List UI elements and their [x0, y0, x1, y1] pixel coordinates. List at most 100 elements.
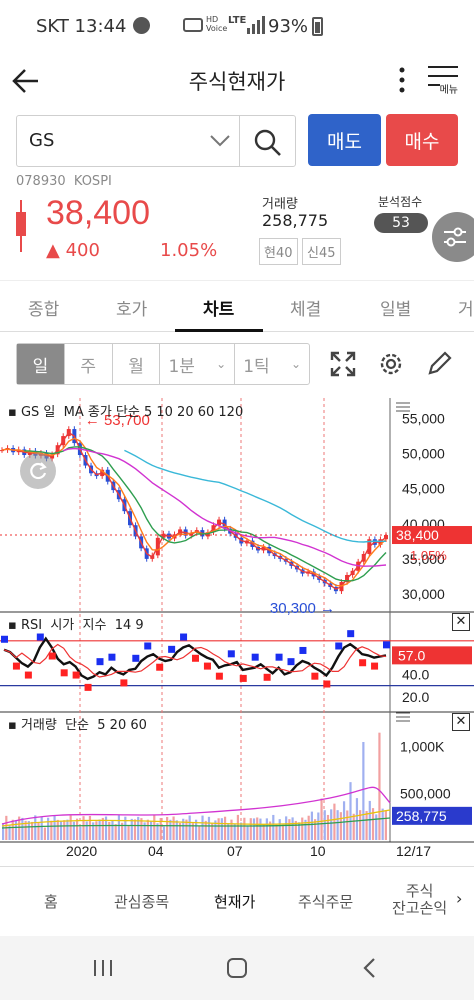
volume-bar — [304, 819, 307, 840]
more-vertical-icon[interactable] — [398, 66, 406, 94]
home-icon[interactable] — [226, 957, 248, 979]
chevron-down-icon: ⌄ — [290, 357, 301, 371]
volume-bar — [352, 813, 355, 840]
volume-ytick-label: 500,000 — [400, 785, 451, 801]
price-ytick-label: 50,000 — [402, 446, 445, 462]
nav-watchlist[interactable]: 관심종목 — [114, 893, 170, 911]
volume-bar — [50, 820, 53, 840]
tab-summary[interactable]: 종합 — [28, 300, 60, 320]
volume-bar — [268, 821, 272, 840]
menu-button[interactable]: 메뉴 — [428, 64, 458, 98]
volume-bar — [256, 817, 259, 840]
minute-select-value: 1분 — [168, 356, 195, 377]
x-tick-label: 10 — [310, 843, 326, 858]
tab-more[interactable]: 거 — [458, 300, 474, 320]
chevron-right-icon[interactable]: › — [456, 889, 463, 908]
price-chart-title-text: GS 일 MA 종가 단순 5 10 20 60 120 — [20, 405, 244, 420]
chevron-down-icon: ⌄ — [216, 357, 227, 371]
volume-bar — [156, 823, 159, 840]
nav-current-price[interactable]: 현재가 — [214, 893, 256, 911]
settings-gear-icon[interactable] — [377, 350, 405, 378]
tab-trades[interactable]: 체결 — [290, 300, 322, 320]
nav-order[interactable]: 주식주문 — [298, 893, 354, 911]
volume-bar — [317, 812, 320, 840]
volume-bar — [143, 822, 146, 840]
volume-bar — [230, 819, 233, 840]
pencil-icon[interactable] — [426, 351, 452, 377]
volume-bar — [323, 810, 326, 840]
volume-bar — [40, 816, 43, 840]
volume-bar — [330, 809, 333, 840]
chevron-down-icon[interactable] — [209, 134, 231, 148]
volume-bar — [201, 815, 204, 840]
price-chart-title: ▪ GS 일 MA 종가 단순 5 10 20 60 120 — [8, 405, 244, 420]
fullscreen-icon[interactable] — [330, 351, 356, 377]
tab-orderbook[interactable]: 호가 — [116, 300, 148, 320]
period-month[interactable]: 월 — [113, 344, 161, 384]
x-tick-label: 12/17 — [396, 843, 431, 858]
divider — [239, 116, 240, 166]
rsi-chart-title: ▪ RSI 시가 지수 14 9 — [8, 618, 144, 633]
volume-bar — [207, 816, 211, 840]
volume-bar — [275, 824, 278, 840]
price-ytick-label: 30,000 — [402, 586, 445, 602]
recent-apps-icon[interactable] — [92, 958, 114, 978]
current-price-box — [392, 526, 472, 545]
tab-daily[interactable]: 일별 — [380, 300, 412, 320]
volume-chart-title-text: 거래량 단순 5 20 60 — [20, 718, 147, 733]
volume-bar — [59, 821, 63, 840]
search-icon[interactable] — [253, 128, 283, 158]
volume-bar — [43, 827, 47, 840]
volume-bar — [291, 817, 294, 840]
nav-balance[interactable]: 주식 잔고손익 — [392, 882, 448, 917]
back-icon[interactable] — [362, 957, 378, 979]
volume-bar — [2, 823, 5, 840]
stock-search-input[interactable]: GS — [29, 130, 55, 151]
candle-body — [0, 450, 4, 452]
price-change: ▲ 400 — [46, 240, 100, 261]
volume-bar — [53, 815, 56, 840]
volume-bar — [140, 818, 143, 840]
stock-search-box[interactable]: GS — [16, 115, 296, 167]
sell-button[interactable]: 매도 — [308, 114, 381, 166]
buy-button[interactable]: 매수 — [386, 114, 458, 166]
reset-zoom-button[interactable] — [20, 453, 56, 489]
volume-bar — [137, 816, 140, 840]
period-week[interactable]: 주 — [65, 344, 113, 384]
rsi-marker-up — [275, 653, 283, 661]
sliders-icon — [444, 227, 466, 247]
volume-bar — [175, 820, 178, 840]
minute-select[interactable]: 1분 ⌄ — [160, 344, 236, 384]
volume-bar — [75, 818, 79, 840]
volume-bar — [66, 819, 69, 840]
chart-area[interactable]: 55,000 50,000 45,000 40,000 35,000 30,000 ← 53… — [0, 398, 474, 859]
volume-bar — [227, 823, 230, 840]
close-volume-button[interactable]: ✕ — [452, 713, 470, 731]
nav-home[interactable]: 홈 — [44, 893, 58, 911]
volume-bar — [368, 800, 371, 840]
low-price-label: 30,300 → — [270, 600, 335, 617]
volume-bar — [30, 821, 34, 840]
volume-bar — [265, 818, 268, 840]
volume-bar — [88, 815, 92, 840]
volume-bar — [375, 814, 378, 840]
volume-bar — [146, 819, 149, 840]
volume-bar — [301, 817, 304, 840]
app-header: 주식현재가 메뉴 — [0, 56, 474, 106]
period-day[interactable]: 일 — [17, 344, 65, 384]
rsi-marker-up — [251, 653, 259, 661]
close-rsi-button[interactable]: ✕ — [452, 613, 470, 631]
price-ytick-label: 35,000 — [402, 551, 445, 567]
tab-chart[interactable]: 차트 — [203, 300, 235, 320]
volume-bar — [362, 742, 365, 840]
rsi-marker-down — [371, 662, 379, 670]
volume-current-label: 258,775 — [396, 808, 447, 824]
volume-bar — [262, 824, 265, 840]
tick-select[interactable]: 1틱 ⌄ — [235, 344, 309, 384]
volume-bar — [185, 819, 188, 840]
volume-bar — [320, 798, 323, 840]
volume-bar — [342, 801, 346, 840]
back-arrow-icon[interactable] — [12, 68, 40, 94]
volume-bar — [85, 821, 88, 840]
filter-button[interactable] — [432, 212, 474, 262]
